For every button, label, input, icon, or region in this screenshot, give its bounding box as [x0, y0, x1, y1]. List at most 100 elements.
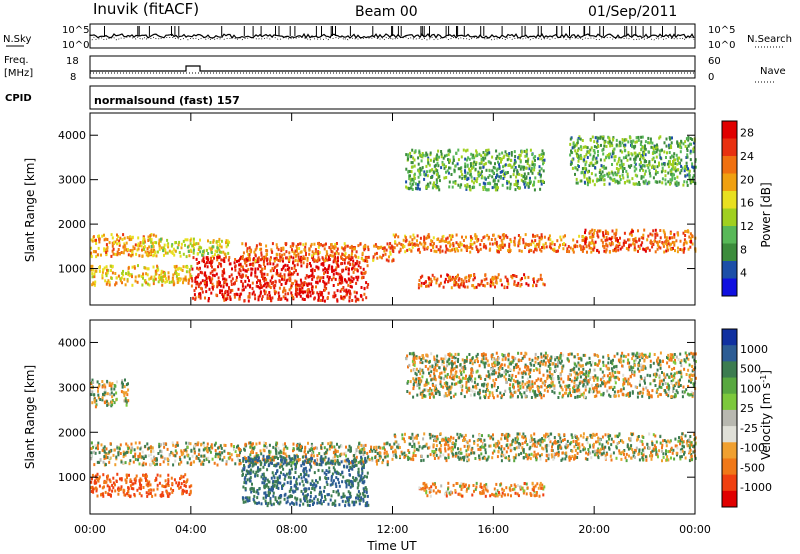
power-echo-cell	[201, 253, 204, 257]
velocity-echo-cell	[150, 457, 153, 461]
power-echo-cell	[248, 253, 251, 257]
power-echo-cell	[497, 234, 500, 238]
power-echo-cell	[325, 242, 327, 246]
power-echo-cell	[425, 236, 428, 240]
power-echo-cell	[409, 151, 412, 155]
power-echo-cell	[278, 294, 281, 298]
power-echo-cell	[408, 247, 411, 251]
power-echo-cell	[419, 154, 422, 158]
velocity-echo-cell	[162, 485, 165, 488]
power-echo-cell	[471, 246, 474, 250]
power-echo-cell	[191, 267, 194, 271]
power-echo-cell	[256, 257, 259, 261]
velocity-echo-cell	[167, 458, 169, 462]
power-echo-cell	[380, 245, 383, 249]
power-echo-cell	[354, 295, 357, 299]
velocity-echo-cell	[364, 443, 367, 447]
power-echo-cell	[225, 245, 228, 249]
power-echo-cell	[208, 276, 211, 280]
power-echo-cell	[180, 246, 183, 250]
power-echo-cell	[591, 228, 594, 232]
power-echo-cell	[634, 140, 637, 144]
power-echo-cell	[644, 249, 647, 253]
power-echo-cell	[200, 246, 203, 250]
power-echo-cell	[682, 183, 685, 187]
power-echo-cell	[353, 247, 356, 251]
velocity-echo-cell	[356, 493, 359, 497]
power-echo-cell	[413, 172, 416, 176]
power-echo-cell	[418, 187, 421, 191]
velocity-echo-cell	[149, 483, 152, 487]
power-echo-cell	[179, 278, 181, 282]
power-echo-cell	[455, 233, 458, 237]
power-echo-cell	[268, 284, 271, 288]
power-echo-cell	[280, 268, 283, 272]
velocity-echo-cell	[195, 456, 198, 460]
power-echo-cell	[522, 240, 525, 244]
power-echo-cell	[502, 156, 505, 160]
power-echo-cell	[482, 283, 485, 287]
velocity-echo-cell	[340, 460, 343, 464]
power-echo-cell	[676, 162, 679, 166]
power-echo-cell	[494, 188, 497, 192]
velocity-echo-cell	[92, 445, 94, 449]
power-echo-cell	[374, 252, 377, 256]
power-echo-cell	[579, 157, 582, 160]
freq-right-tick-top: 60	[708, 56, 721, 67]
power-echo-cell	[341, 280, 344, 284]
velocity-echo-cell	[138, 486, 141, 490]
power-echo-cell	[688, 235, 691, 239]
power-echo-cell	[419, 166, 422, 170]
velocity-echo-cell	[250, 461, 253, 465]
power-echo-cell	[654, 180, 657, 184]
velocity-echo-cell	[321, 442, 324, 446]
power-echo-cell	[684, 166, 686, 170]
power-echo-cell	[494, 285, 496, 289]
velocity-echo-cell	[375, 448, 378, 452]
power-echo-cell	[617, 180, 620, 184]
power-echo-cell	[442, 156, 445, 160]
power-echo-cell	[503, 285, 506, 289]
power-echo-cell	[579, 145, 582, 149]
power-echo-cell	[278, 252, 281, 256]
power-echo-cell	[644, 140, 647, 144]
power-echo-cell	[291, 248, 293, 252]
velocity-echo-cell	[308, 457, 311, 461]
power-echo-cell	[654, 172, 657, 176]
power-echo-cell	[95, 255, 98, 259]
power-echo-cell	[172, 283, 175, 287]
power-echo-cell	[258, 294, 261, 298]
power-echo-cell	[417, 248, 419, 252]
power-echo-cell	[539, 175, 542, 179]
velocity-echo-cell	[305, 487, 308, 491]
power-echo-cell	[671, 176, 674, 180]
power-echo-cell	[398, 250, 401, 254]
velocity-echo-cell	[246, 478, 249, 482]
power-echo-cell	[487, 237, 490, 241]
velocity-echo-cell	[349, 491, 352, 495]
power-echo-cell	[343, 258, 346, 262]
power-echo-cell	[356, 259, 359, 263]
power-echo-cell	[652, 156, 655, 160]
power-echo-cell	[416, 187, 419, 191]
power-echo-cell	[217, 280, 220, 283]
velocity-echo-cell	[144, 444, 147, 448]
power-echo-cell	[528, 250, 531, 254]
power-echo-cell	[347, 268, 350, 272]
power-echo-cell	[600, 172, 603, 176]
power-echo-cell	[319, 293, 322, 297]
power-echo-cell	[445, 170, 447, 174]
power-echo-cell	[280, 283, 283, 286]
power-echo-cell	[538, 239, 541, 243]
power-echo-cell	[522, 180, 525, 184]
power-echo-cell	[682, 142, 685, 146]
power-echo-cell	[524, 244, 527, 248]
power-echo-cell	[559, 243, 561, 247]
power-echo-cell	[445, 244, 448, 248]
velocity-echo-cell	[282, 472, 285, 476]
power-echo-cell	[635, 167, 638, 171]
power-echo-cell	[234, 264, 237, 268]
velocity-echo-cell	[334, 453, 337, 457]
velocity-echo-cell	[237, 444, 239, 448]
velocity-echo-cell	[321, 460, 324, 464]
